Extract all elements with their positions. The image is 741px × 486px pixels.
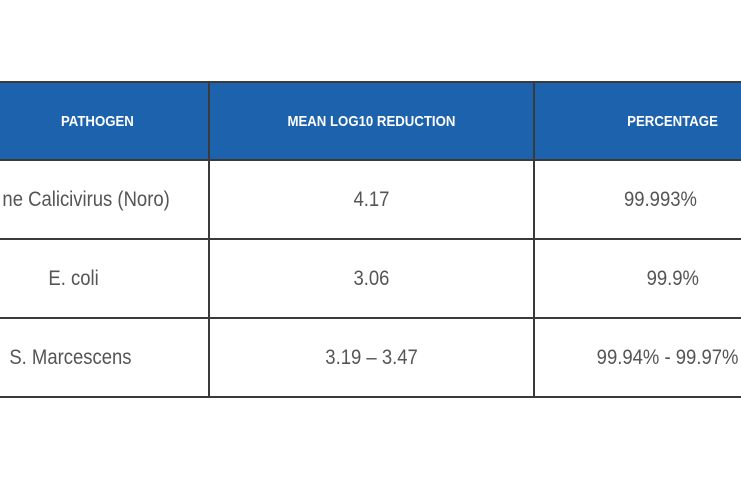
table-cell: 99.993% (533, 159, 741, 240)
table-cell: ne Calicivirus (Noro) (0, 159, 210, 240)
table-row: E. coli 3.06 99.9% (0, 238, 741, 319)
header-cell-text: PERCENTAGE (627, 112, 719, 130)
table-cell-text: S. Marcescens (9, 345, 132, 369)
table-cell: 99.94% - 99.97% (533, 317, 741, 398)
table-cell: 4.17 (208, 159, 535, 240)
table-cell: E. coli (0, 238, 210, 319)
table-cell: 3.06 (208, 238, 535, 319)
table-cell-text: E. coli (48, 266, 99, 290)
table-cell-text: 3.06 (353, 266, 390, 290)
header-cell-text: MEAN LOG10 REDUCTION (287, 112, 456, 130)
table-cell-text: 99.94% - 99.97% (596, 345, 739, 369)
header-cell-text: PATHOGEN (61, 112, 135, 130)
table-cell-text: 4.17 (353, 187, 390, 211)
table-body: ne Calicivirus (Noro) 4.17 99.993% E. coli 3… (0, 159, 741, 398)
header-row: PATHOGEN MEAN LOG10 REDUCTION PERCENTAGE (0, 81, 741, 161)
table-row: S. Marcescens 3.19 – 3.47 99.94% - 99.97% (0, 317, 741, 398)
header-cell: MEAN LOG10 REDUCTION (208, 81, 535, 161)
table-cell-text: 99.993% (623, 187, 697, 211)
table-cell: 99.9% (533, 238, 741, 319)
table-cell-text: 99.9% (646, 266, 699, 290)
header-cell: PERCENTAGE (533, 81, 741, 161)
table-cell: S. Marcescens (0, 317, 210, 398)
table-header: PATHOGEN MEAN LOG10 REDUCTION PERCENTAGE (0, 81, 741, 161)
table-cell: 3.19 – 3.47 (208, 317, 535, 398)
table-cell-text: 3.19 – 3.47 (325, 345, 418, 369)
header-cell: PATHOGEN (0, 81, 210, 161)
table-cell-text: ne Calicivirus (Noro) (2, 187, 170, 211)
table-row: ne Calicivirus (Noro) 4.17 99.993% (0, 159, 741, 240)
results-table: PATHOGEN MEAN LOG10 REDUCTION PERCENTAGE n… (0, 81, 741, 398)
